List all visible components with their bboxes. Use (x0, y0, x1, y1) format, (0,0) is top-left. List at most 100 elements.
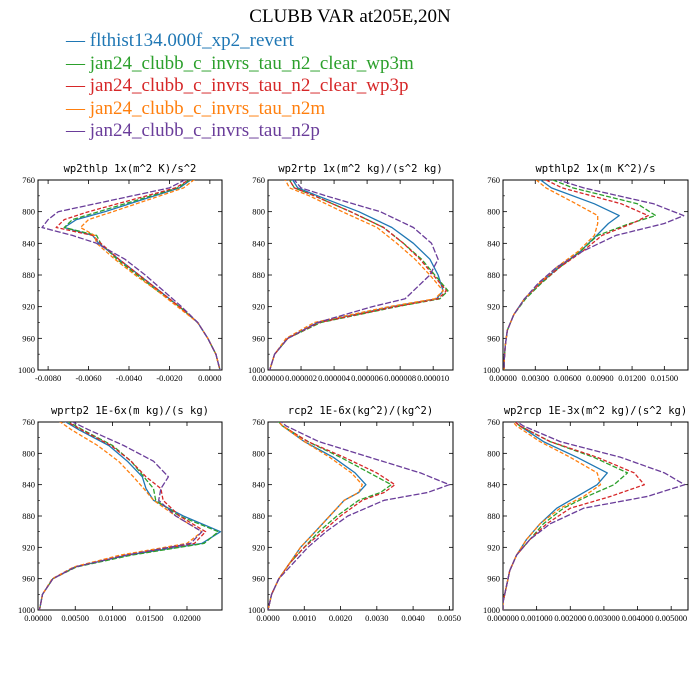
x-tick-label: 0.00500 (61, 613, 89, 623)
series-line (38, 422, 222, 610)
legend-item: — jan24_clubb_c_invrs_tau_n2p (66, 120, 320, 141)
y-tick-label: 1000 (18, 605, 35, 615)
series-line (268, 422, 392, 610)
y-tick-label: 920 (487, 302, 500, 312)
y-tick-label: 960 (487, 574, 500, 584)
x-tick-label: 0.01500 (651, 373, 679, 383)
x-tick-label: 0.00000 (24, 613, 52, 623)
y-tick-label: 920 (22, 302, 35, 312)
series-line (268, 422, 396, 610)
x-tick-label: 0.005000 (655, 613, 687, 623)
series-line (55, 180, 221, 370)
x-tick-label: 0.01500 (136, 613, 164, 623)
series-line (268, 422, 451, 610)
series-line (41, 180, 221, 370)
x-tick-label: 0.000006 (351, 373, 383, 383)
y-tick-label: 920 (252, 542, 265, 552)
x-tick-label: 0.001000 (521, 613, 553, 623)
x-tick-label: -0.0080 (35, 373, 61, 383)
y-tick-label: 840 (252, 238, 265, 248)
plot-frame (502, 179, 689, 371)
legend-label: jan24_clubb_c_invrs_tau_n2_clear_wp3p (89, 75, 409, 96)
x-tick-label: 0.0030 (365, 613, 388, 623)
series-line (503, 180, 685, 370)
plot-frame (267, 421, 454, 611)
y-tick-label: 880 (252, 270, 265, 280)
panel: wp2rtp 1x(m^2 kg)/(s^2 kg) 760 800 840 880 92… (248, 163, 454, 383)
x-tick-label: 0.003000 (588, 613, 620, 623)
series-group (269, 180, 449, 370)
panel-title: wp2thlp 1x(m^2 K)/s^2 (64, 163, 197, 175)
series-line (503, 180, 599, 370)
series-group (38, 422, 222, 610)
page-title: CLUBB VAR at205E,20N (249, 6, 451, 27)
legend-item: — flthist134.000f_xp2_revert (66, 30, 294, 51)
x-tick-label: 0.000002 (285, 373, 317, 383)
series-line (503, 180, 649, 370)
legend-item: — jan24_clubb_c_invrs_tau_n2_clear_wp3p (66, 75, 409, 96)
y-tick-label: 760 (487, 175, 500, 185)
panel-title: wp2rcp 1E-3x(m^2 kg)/(s^2 kg) (504, 405, 687, 417)
y-tick-label: 920 (252, 302, 265, 312)
plot-frame (37, 179, 223, 371)
y-tick-label: 960 (252, 333, 265, 343)
x-tick-label: -0.0020 (156, 373, 182, 383)
series-line (503, 180, 620, 370)
x-tick-label: 0.00300 (521, 373, 549, 383)
y-tick-label: 960 (252, 574, 265, 584)
y-tick-label: 840 (22, 238, 35, 248)
legend-item: — jan24_clubb_c_invrs_tau_n2_clear_wp3m (66, 52, 414, 74)
y-tick-label: 920 (22, 542, 35, 552)
y-tick-label: 880 (22, 270, 35, 280)
y-tick-label: 920 (487, 542, 500, 552)
y-tick-label: 800 (252, 448, 265, 458)
y-tick-label: 760 (252, 417, 265, 427)
x-tick-label: 0.0010 (293, 613, 316, 623)
series-line (38, 422, 219, 610)
y-tick-label: 800 (487, 448, 500, 458)
series-line (79, 180, 221, 370)
x-tick-label: 0.00900 (586, 373, 614, 383)
series-line (269, 180, 439, 370)
x-tick-label: 0.0040 (401, 613, 424, 623)
series-line (268, 422, 367, 610)
series-line (269, 180, 444, 370)
x-tick-label: 0.0020 (329, 613, 352, 623)
y-tick-label: 880 (487, 270, 500, 280)
x-tick-label: 0.0000 (256, 613, 279, 623)
series-group (503, 422, 686, 610)
x-tick-label: 0.000004 (318, 373, 351, 383)
legend-label: flthist134.000f_xp2_revert (89, 30, 294, 51)
legend-label: jan24_clubb_c_invrs_tau_n2p (89, 120, 320, 141)
y-tick-label: 880 (487, 511, 500, 521)
y-tick-label: 880 (252, 511, 265, 521)
legend-item: — jan24_clubb_c_invrs_tau_n2m (66, 97, 326, 119)
x-tick-label: 0.000000 (487, 613, 519, 623)
x-tick-label: 0.01000 (99, 613, 127, 623)
y-tick-label: 800 (252, 207, 265, 217)
x-tick-label: 0.004000 (622, 613, 654, 623)
series-line (269, 180, 448, 370)
y-tick-label: 1000 (248, 605, 265, 615)
panel: wp2thlp 1x(m^2 K)/s^2 760 800 840 880 920 960 1… (18, 163, 223, 383)
panel-title: wpthlp2 1x(m K^2)/s (535, 163, 655, 175)
legend: — flthist134.000f_xp2_revert — jan24_clu… (66, 30, 414, 143)
panel: wp2rcp 1E-3x(m^2 kg)/(s^2 kg) 760 800 840 88… (483, 405, 689, 623)
series-line (268, 422, 363, 610)
x-tick-label: 0.00600 (554, 373, 582, 383)
series-line (503, 180, 657, 370)
panel-title: wprtp2 1E-6x(m kg)/(s kg) (51, 405, 209, 417)
y-tick-label: 760 (22, 417, 35, 427)
series-line (269, 180, 444, 370)
y-tick-label: 800 (22, 448, 35, 458)
series-line (38, 422, 207, 610)
legend-label: jan24_clubb_c_invrs_tau_n2_clear_wp3m (89, 52, 414, 74)
y-tick-label: 840 (487, 238, 500, 248)
legend-label: jan24_clubb_c_invrs_tau_n2m (89, 97, 326, 119)
series-group (503, 180, 685, 370)
y-tick-label: 840 (252, 480, 265, 490)
y-tick-label: 760 (252, 175, 265, 185)
panel: wprtp2 1E-6x(m kg)/(s kg) 760 800 840 880 920… (18, 405, 223, 623)
series-line (503, 422, 686, 610)
